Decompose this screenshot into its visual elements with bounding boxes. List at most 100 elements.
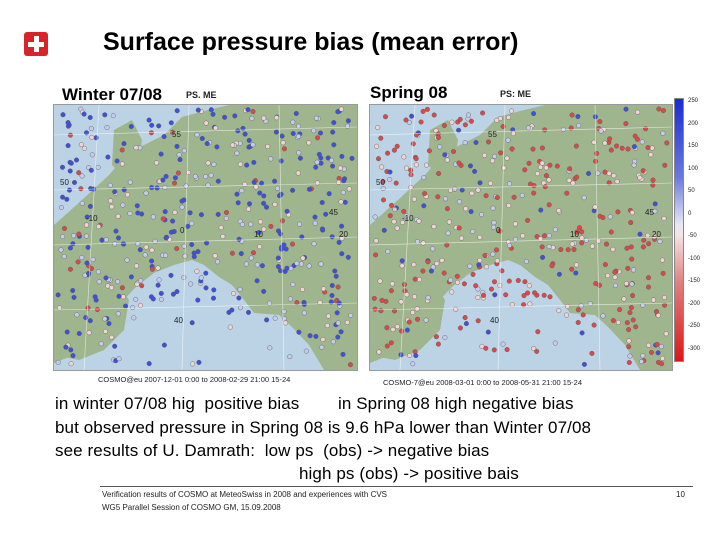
station-marker [629,256,635,262]
station-marker [96,279,102,285]
station-marker [204,240,210,246]
station-marker [103,275,109,281]
station-marker [334,310,340,316]
station-marker [74,312,80,318]
station-marker [231,290,237,296]
station-marker [115,279,121,285]
station-marker [229,250,235,256]
station-marker [628,305,634,311]
station-marker [347,362,353,368]
station-marker [335,320,341,326]
station-marker [131,315,137,321]
station-marker [624,245,630,251]
station-marker [331,142,337,148]
station-marker [625,265,631,271]
station-marker [168,120,174,126]
station-marker [522,167,528,173]
station-marker [635,109,641,115]
station-marker [134,203,140,209]
station-marker [475,187,481,193]
station-marker [175,170,181,176]
station-marker [420,108,426,114]
station-marker [664,140,670,146]
station-marker [112,241,118,247]
station-marker [237,305,243,311]
station-marker [63,344,69,350]
station-marker [60,112,66,118]
colorbar-label: -200 [688,300,701,307]
station-marker [465,112,471,118]
station-marker [492,153,498,159]
station-marker [409,113,415,119]
station-marker [626,359,632,365]
station-marker [488,286,494,292]
station-marker [541,233,547,239]
station-marker [441,270,447,276]
station-marker [473,283,479,289]
station-marker [295,133,301,139]
station-marker [569,112,575,118]
station-marker [401,208,407,214]
station-marker [652,201,658,207]
station-marker [195,297,201,303]
station-marker [90,256,96,262]
station-marker [79,173,85,179]
station-marker [449,289,455,295]
station-marker [323,211,329,217]
colorbar-label: 200 [688,120,699,127]
station-marker [189,242,195,248]
station-marker [320,336,326,342]
station-marker [281,309,287,315]
station-marker [160,177,166,183]
station-marker [76,330,82,336]
station-marker [256,230,262,236]
station-marker [306,186,312,192]
station-marker [388,288,394,294]
station-marker [86,270,92,276]
colorbar [674,98,684,362]
station-marker [128,274,134,280]
station-marker [261,226,267,232]
station-marker [392,206,398,212]
station-marker [264,317,270,323]
station-marker [113,228,119,234]
station-marker [218,225,224,231]
station-marker [629,281,635,287]
station-marker [329,292,335,298]
station-marker [78,186,84,192]
station-marker [579,240,585,246]
station-marker [123,303,129,309]
station-marker [522,279,528,285]
station-marker [345,118,351,124]
station-marker [476,262,482,268]
station-marker [425,295,431,301]
station-marker [210,111,216,117]
station-marker [278,191,284,197]
station-marker [539,244,545,250]
station-marker [521,302,527,308]
station-marker [663,331,669,337]
station-marker [275,228,281,234]
station-marker [435,194,441,200]
colorbar-label: 250 [688,98,699,104]
station-marker [278,158,284,164]
station-marker [491,279,497,285]
station-marker [602,262,608,268]
station-marker [340,351,346,357]
station-marker [372,214,378,220]
station-marker [456,127,462,133]
station-marker [199,136,205,142]
station-marker [614,178,620,184]
station-marker [172,209,178,215]
station-marker [470,271,476,277]
station-marker [338,199,344,205]
station-marker [492,292,498,298]
slide-title: Surface pressure bias (mean error) [103,28,519,56]
colorbar-label: -300 [688,345,701,352]
uk [112,120,142,177]
station-marker [523,258,529,264]
station-marker [649,349,655,355]
station-marker [71,233,77,239]
station-marker [501,165,507,171]
station-marker [295,123,301,129]
